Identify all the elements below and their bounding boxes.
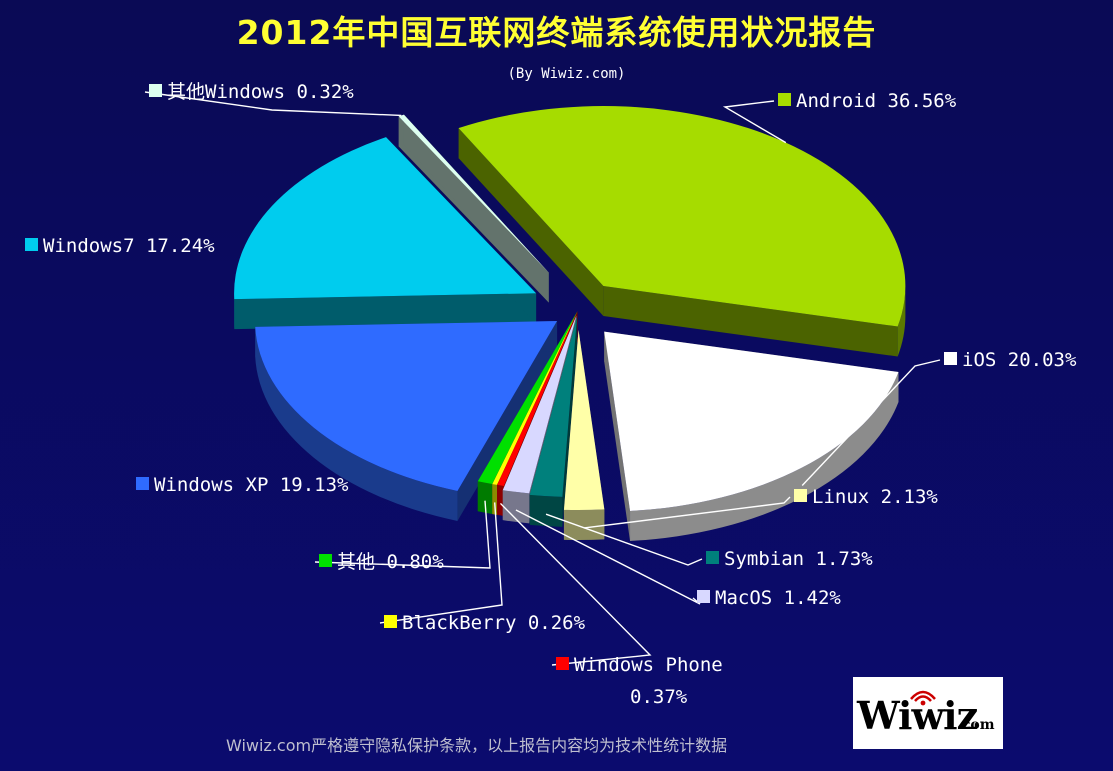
data-label-macos: MacOS 1.42% [715,587,841,609]
leader-line-symbian [545,513,703,566]
data-label-value-windows-phone: 0.37% [630,686,688,708]
slice-其他windows [398,114,549,303]
legend-swatch-blackberry [384,615,397,628]
wiwiz-logo: Wiwiz .com [853,677,1003,749]
data-label-blackberry: BlackBerry 0.26% [402,612,586,634]
legend-swatch-symbian [706,551,719,564]
leader-line-blackberry [379,502,503,624]
logo-wordmark: Wiwiz [857,693,978,738]
data-label-symbian: Symbian 1.73% [724,548,873,570]
data-label-android: Android 36.56% [796,90,957,112]
slice-symbian [529,317,577,527]
data-label-ios: iOS 20.03% [962,349,1077,371]
logo-suffix: .com [957,717,995,733]
chart-title: 2012年中国互联网终端系统使用状况报告 [236,13,877,52]
footer-note: Wiwiz.com严格遵守隐私保护条款，以上报告内容均为技术性统计数据 [226,736,728,755]
data-label-windows7: Windows7 17.24% [43,235,215,257]
leader-line-macos [515,509,701,605]
slice-linux [563,330,605,541]
data-label-其他: 其他 0.80% [337,551,444,573]
legend-swatch-windows7 [25,238,38,251]
data-label-windows-phone: Windows Phone [574,654,723,676]
data-label-linux: Linux 2.13% [812,486,938,508]
slice-android [458,106,906,357]
legend-swatch-windows-phone [556,657,569,670]
legend-swatch-其他 [319,554,332,567]
legend-swatch-ios [944,352,957,365]
legend-swatch-其他windows [149,84,162,97]
legend-swatch-android [778,93,791,106]
leader-line-其他 [314,500,491,569]
chart-subtitle: (By Wiwiz.com) [507,66,626,82]
leader-line-android [722,100,787,144]
wifi-signal-icon [910,690,936,706]
leader-line-windows-phone [499,502,652,666]
slice-ios [604,331,899,541]
slice-windows-xp [255,321,558,521]
data-label-其他windows: 其他Windows 0.32% [167,81,354,103]
legend-swatch-windows-xp [136,477,149,490]
data-label-windows-xp: Windows XP 19.13% [154,474,349,496]
slice-windows7 [234,137,537,330]
leader-line-其他windows [144,91,402,117]
legend-swatch-linux [794,489,807,502]
legend-swatch-macos [697,590,710,603]
leader-line-linux [584,496,791,529]
leader-line-ios [801,359,941,487]
